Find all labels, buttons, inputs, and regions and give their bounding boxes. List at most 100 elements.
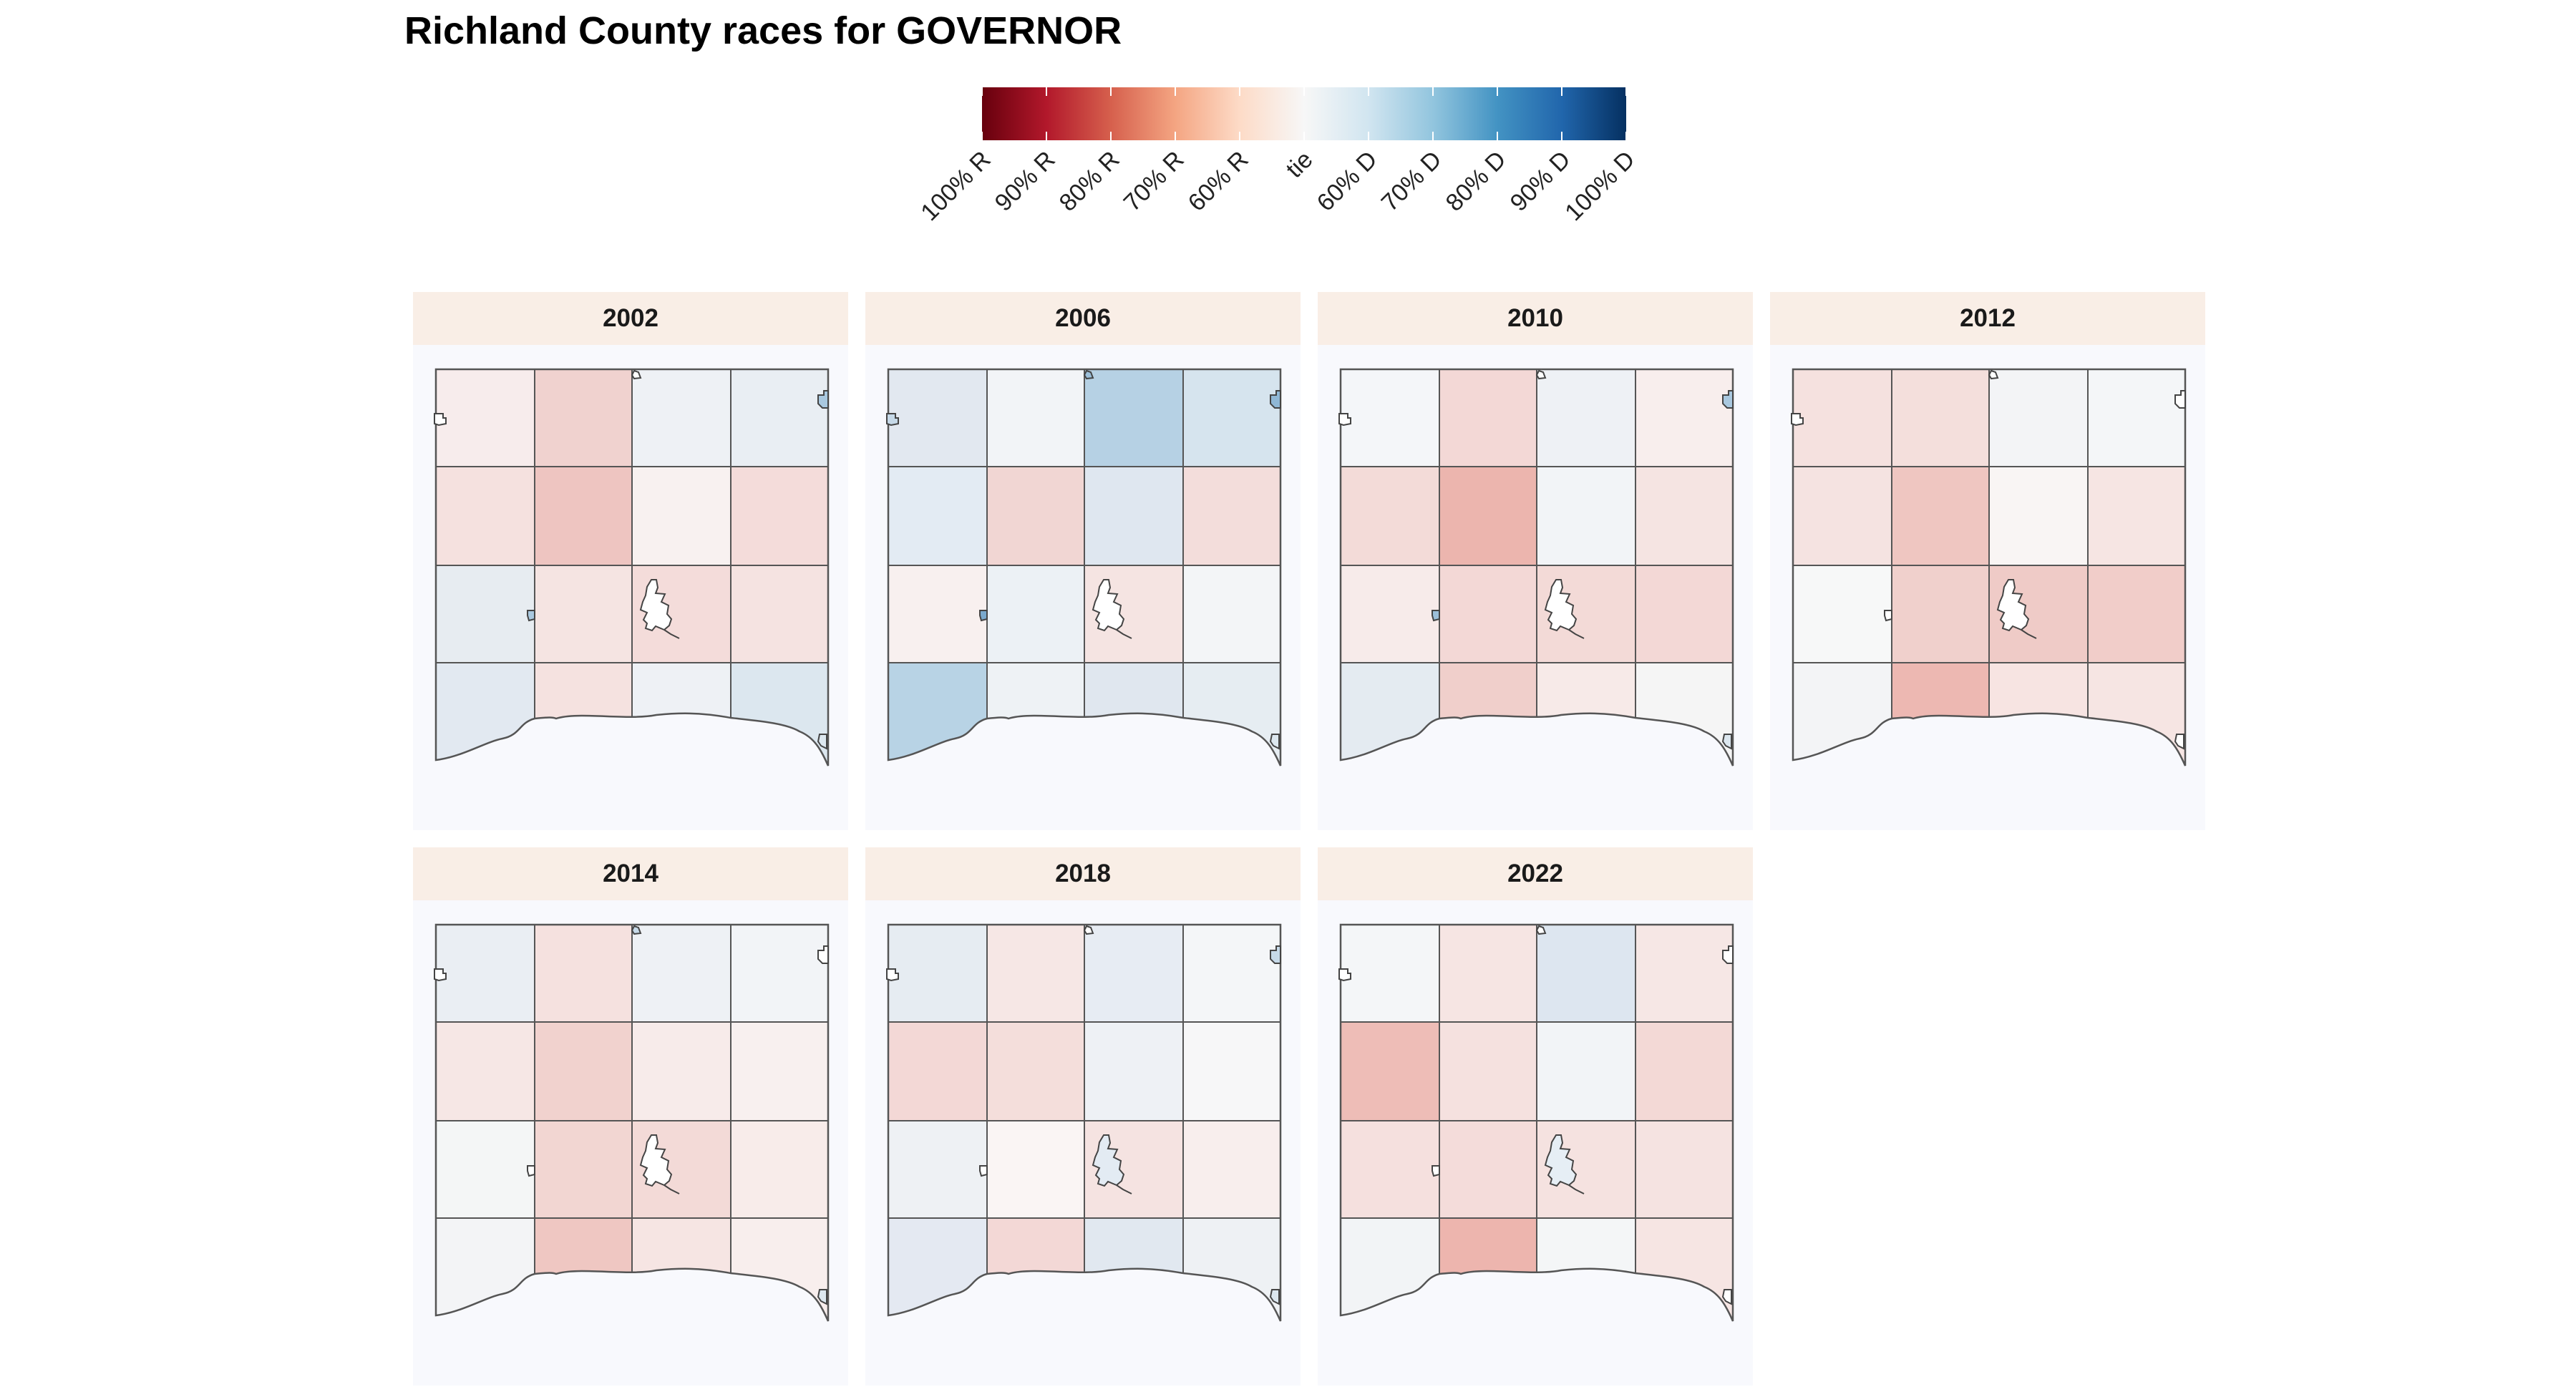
township-2-1: [888, 466, 988, 566]
facet-panel-2002: 2002: [413, 292, 848, 830]
township-1-3: [631, 369, 732, 467]
town-boundary-ne: [817, 945, 829, 964]
township-3-4: [730, 1120, 828, 1219]
facet-panel-2018: 2018: [865, 847, 1301, 1386]
township-1-3: [631, 925, 732, 1023]
county-outline: [1792, 368, 2187, 766]
facet-year-label: 2006: [865, 292, 1301, 345]
township-2-3: [1084, 1021, 1184, 1121]
facet-panel-2012: 2012: [1770, 292, 2205, 830]
township-1-2: [534, 369, 633, 467]
legend-label: 70% R: [1119, 146, 1190, 217]
city-boundary-tail: [1568, 629, 1585, 639]
township-4-3: [1536, 1217, 1636, 1321]
township-1-4: [2087, 369, 2185, 467]
county-outline: [1339, 368, 1734, 766]
town-boundary-ne: [817, 390, 829, 409]
town-boundary-n: [1083, 925, 1094, 935]
township-2-4: [1182, 466, 1280, 566]
township-3-1: [436, 1120, 535, 1219]
township-3-2: [986, 565, 1085, 663]
township-1-2: [1891, 369, 1990, 467]
township-2-3: [1536, 466, 1636, 566]
legend-label: 60% D: [1312, 146, 1383, 217]
city-boundary-tail: [1568, 1184, 1585, 1194]
township-3-1: [1341, 565, 1440, 663]
township-3-1: [1341, 1120, 1440, 1219]
township-3-4: [1182, 1120, 1280, 1219]
township-1-3: [1084, 925, 1184, 1023]
township-3-2: [1439, 1120, 1537, 1219]
township-4-2: [986, 662, 1085, 766]
township-3-2: [534, 1120, 633, 1219]
town-boundary-nw: [434, 968, 447, 982]
township-3-4: [730, 565, 828, 663]
county-outline: [1339, 923, 1734, 1322]
township-2-1: [1341, 1021, 1440, 1121]
township-3-1: [888, 1120, 988, 1219]
township-1-4: [730, 925, 828, 1023]
town-boundary-n: [631, 925, 642, 935]
town-boundary-mid: [979, 1165, 988, 1177]
county-outline: [434, 923, 830, 1322]
township-1-4: [1635, 369, 1733, 467]
township-1-4: [730, 369, 828, 467]
facet-panel-2006: 2006: [865, 292, 1301, 830]
township-4-3: [1084, 1217, 1184, 1321]
town-boundary-nw: [434, 413, 447, 427]
county-outline: [887, 368, 1282, 766]
legend-label: 90% R: [990, 146, 1061, 217]
facet-year-label: 2022: [1318, 847, 1753, 900]
township-4-3: [631, 662, 732, 766]
legend-colorbar: [982, 87, 1626, 140]
township-1-4: [1182, 369, 1280, 467]
township-2-1: [436, 1021, 535, 1121]
township-2-4: [1635, 1021, 1733, 1121]
township-2-2: [1439, 466, 1537, 566]
town-boundary-ne: [1270, 390, 1281, 409]
township-1-1: [888, 925, 988, 1023]
legend-label: 80% R: [1054, 146, 1125, 217]
township-4-2: [534, 662, 633, 766]
township-3-4: [2087, 565, 2185, 663]
town-boundary-city: [1544, 579, 1578, 632]
township-2-1: [1341, 466, 1440, 566]
town-boundary-n: [1535, 925, 1547, 935]
township-2-2: [534, 1021, 633, 1121]
town-boundary-mid: [979, 610, 988, 622]
town-boundary-se: [1721, 734, 1732, 750]
township-2-3: [631, 466, 732, 566]
county-outline: [434, 368, 830, 766]
town-boundary-city: [1544, 1134, 1578, 1187]
township-1-3: [1988, 369, 2089, 467]
town-boundary-mid: [1432, 1165, 1440, 1177]
town-boundary-n: [1083, 369, 1094, 380]
legend-label: 70% D: [1376, 146, 1447, 217]
township-1-2: [1439, 369, 1537, 467]
town-boundary-n: [1988, 369, 1999, 380]
township-1-1: [888, 369, 988, 467]
town-boundary-nw: [1338, 413, 1351, 427]
township-4-3: [1536, 662, 1636, 766]
township-1-2: [1439, 925, 1537, 1023]
township-3-1: [436, 565, 535, 663]
township-4-3: [1084, 662, 1184, 766]
township-3-2: [986, 1120, 1085, 1219]
county-map: [886, 923, 1282, 1322]
township-1-4: [1182, 925, 1280, 1023]
town-boundary-city: [639, 1134, 673, 1187]
township-3-1: [1793, 565, 1892, 663]
city-boundary-tail: [1116, 629, 1132, 639]
township-4-3: [631, 1217, 732, 1321]
facet-year-label: 2012: [1770, 292, 2205, 345]
township-1-3: [1536, 925, 1636, 1023]
township-1-1: [1341, 369, 1440, 467]
town-boundary-ne: [1270, 945, 1281, 964]
township-4-2: [1439, 1217, 1537, 1321]
township-2-2: [986, 1021, 1085, 1121]
town-boundary-city: [1996, 579, 2030, 632]
facet-year-label: 2014: [413, 847, 848, 900]
town-boundary-mid: [527, 610, 535, 622]
township-1-1: [1793, 369, 1892, 467]
town-boundary-se: [1269, 734, 1280, 750]
